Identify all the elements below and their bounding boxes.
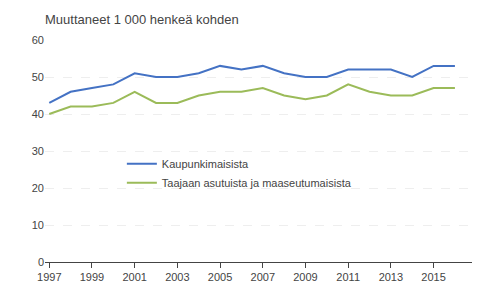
svg-text:1999: 1999 bbox=[80, 271, 104, 283]
svg-text:2001: 2001 bbox=[122, 271, 146, 283]
svg-text:2015: 2015 bbox=[421, 271, 445, 283]
svg-text:50: 50 bbox=[32, 71, 44, 83]
svg-text:0: 0 bbox=[38, 256, 44, 268]
svg-text:2009: 2009 bbox=[293, 271, 317, 283]
svg-text:10: 10 bbox=[32, 219, 44, 231]
svg-text:2007: 2007 bbox=[251, 271, 275, 283]
svg-text:2005: 2005 bbox=[208, 271, 232, 283]
svg-text:Kaupunkimaisista: Kaupunkimaisista bbox=[162, 158, 249, 170]
svg-text:2011: 2011 bbox=[336, 271, 360, 283]
svg-text:2013: 2013 bbox=[379, 271, 403, 283]
svg-text:30: 30 bbox=[32, 145, 44, 157]
svg-text:Muuttaneet 1 000 henkeä kohden: Muuttaneet 1 000 henkeä kohden bbox=[45, 12, 239, 27]
svg-text:1997: 1997 bbox=[37, 271, 61, 283]
svg-text:20: 20 bbox=[32, 182, 44, 194]
svg-text:Taajaan asutuista ja maaseutum: Taajaan asutuista ja maaseutumaisista bbox=[162, 177, 352, 189]
svg-text:60: 60 bbox=[32, 34, 44, 46]
svg-text:40: 40 bbox=[32, 108, 44, 120]
svg-text:2003: 2003 bbox=[165, 271, 189, 283]
